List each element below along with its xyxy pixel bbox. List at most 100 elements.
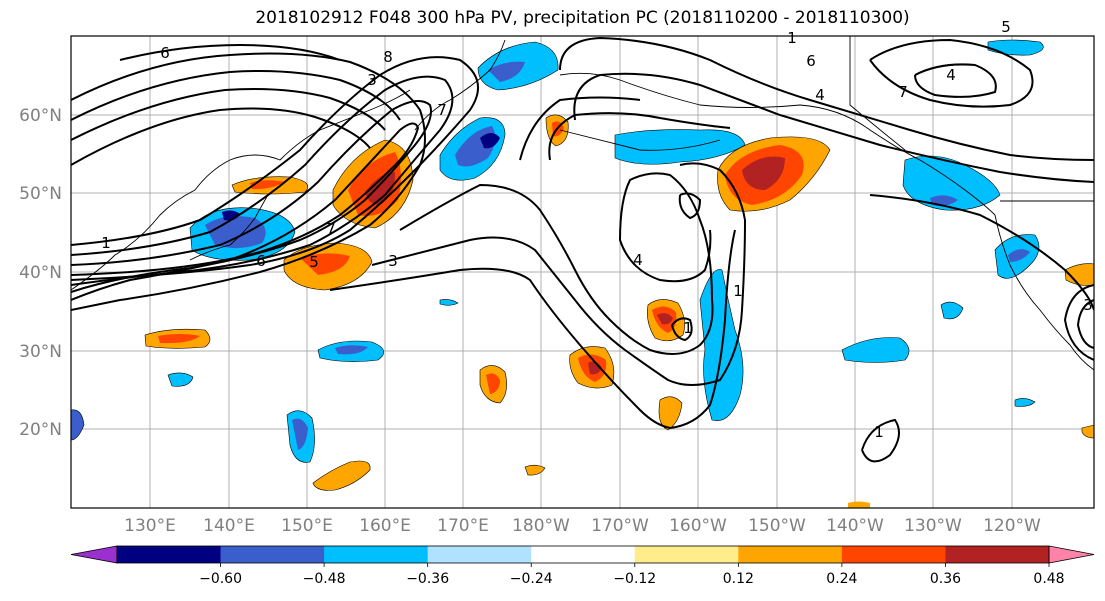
pv-contour-trough-2 — [371, 162, 747, 386]
pv-contour-alaska-2 — [914, 63, 997, 98]
pv-contour-label: 7 — [437, 101, 447, 119]
colorbar-segment — [220, 546, 325, 563]
pv-contours — [71, 36, 1094, 463]
colorbar-segment — [634, 546, 739, 563]
colorbar-tick-label: 0.12 — [723, 571, 754, 587]
pv-contour-label: 1 — [101, 234, 111, 252]
lat-label: 20°N — [19, 420, 62, 440]
pv-contour-7 — [71, 88, 386, 141]
pv-contour-alaska — [869, 38, 1034, 108]
pv-contour-ridge-3 — [548, 112, 731, 161]
coastlines — [71, 36, 1094, 371]
neg-area-california-core — [1008, 249, 1030, 262]
border-alaska-canada — [849, 36, 906, 151]
pv-contour-9 — [119, 43, 341, 61]
pv-contour-label: 7 — [898, 83, 908, 101]
lon-label: 130°E — [124, 516, 176, 536]
neg-area-bering-core — [488, 61, 525, 82]
lon-label: 160°E — [359, 516, 411, 536]
coast-alaska — [559, 72, 996, 216]
neg-area-mid-pacific-w-core — [335, 345, 368, 355]
lon-label: 170°W — [591, 516, 649, 536]
neg-area-small-2 — [940, 301, 964, 320]
pos-area-subtrop-3-core — [158, 334, 200, 344]
colorbar-border — [116, 545, 1050, 564]
pv-contour-4 — [71, 122, 420, 301]
neg-area-east-pacific — [841, 337, 910, 363]
lat-label: 30°N — [19, 342, 62, 362]
colorbar-tick-label: −0.24 — [510, 571, 553, 587]
pv-contour-label: 4 — [815, 86, 825, 104]
colorbar-segment — [427, 546, 532, 563]
pv-contour-trough — [399, 172, 714, 355]
colorbar-segment — [841, 546, 946, 563]
pv-contour-label: 3 — [1083, 296, 1093, 314]
pv-contour-label: 6 — [256, 252, 266, 270]
pv-contour-label: 3 — [367, 71, 377, 89]
coast-asia — [71, 89, 411, 291]
colorbar-tick-label: −0.60 — [199, 571, 242, 587]
pv-contour-label: 6 — [160, 44, 170, 62]
colorbar-segment — [945, 546, 1050, 563]
pv-contour-label: 7 — [326, 220, 336, 238]
colorbar-segment — [738, 546, 843, 563]
pv-contour-east-3 — [1076, 299, 1094, 349]
colorbar-segment — [531, 546, 636, 563]
lat-label: 40°N — [19, 263, 62, 283]
coast-aleutians — [559, 129, 721, 151]
colorbar-tick-label: 0.48 — [1033, 571, 1064, 587]
longitude-labels: 130°E 140°E 150°E 160°E 170°E 180°W 170°W 160°W… — [124, 516, 1041, 536]
pv-contour-label: 1 — [683, 319, 693, 337]
pv-contour-ridge — [559, 36, 1094, 161]
lon-label: 130°W — [904, 516, 962, 536]
lat-label: 60°N — [19, 106, 62, 126]
colorbar-tick-label: 0.24 — [826, 571, 857, 587]
pv-contour-label: 5 — [309, 253, 319, 271]
lon-label: 180°W — [512, 516, 570, 536]
pv-contour-label: 5 — [1001, 18, 1011, 36]
colorbar-segment — [324, 546, 429, 563]
latitude-labels: 60°N 50°N 40°N 30°N 20°N — [19, 106, 62, 440]
pv-contour-label: 1 — [874, 423, 884, 441]
neg-area-tropics-w-core — [292, 418, 308, 450]
colorbar-extend-min — [70, 545, 118, 564]
lon-label: 150°E — [281, 516, 333, 536]
pv-contour-label: 1 — [787, 29, 797, 47]
colorbar-tick-label: −0.36 — [406, 571, 449, 587]
coast-na-west — [994, 214, 1094, 371]
chart-title: 2018102912 F048 300 hPa PV, precipitatio… — [255, 8, 910, 28]
pv-contour-label: 3 — [388, 252, 398, 270]
colorbar: −0.60 −0.48 −0.36 −0.24 −0.12 0.12 0.24 0.36 0.4… — [70, 545, 1095, 587]
pv-contour-2 — [71, 75, 454, 286]
pv-contour-small-south — [861, 418, 900, 463]
pv-contour-label: 6 — [806, 52, 816, 70]
pv-contour-label: 8 — [383, 48, 393, 66]
pv-contour-small-upper — [678, 192, 702, 220]
pos-area-sw-of-jet-core — [300, 253, 350, 275]
pos-area-subtrop-5 — [658, 396, 683, 431]
pv-contour-label: 4 — [633, 251, 643, 269]
pv-contour-label: 1 — [733, 282, 743, 300]
neg-area-small-4 — [439, 299, 459, 306]
pos-area-subtrop-2-core — [486, 373, 500, 394]
pv-contour-label: 4 — [946, 66, 956, 84]
lon-label: 140°E — [203, 516, 255, 536]
pv-contour-1 — [71, 56, 479, 281]
pv-contour-small-trough — [671, 317, 693, 342]
pos-area-subtrop-1-max — [588, 361, 602, 375]
neg-area-bc-coast-core — [930, 195, 958, 206]
lon-label: 120°W — [983, 516, 1041, 536]
coast-japan — [189, 194, 269, 261]
neg-area-bc-coast — [902, 155, 1001, 211]
pv-contour-6 — [71, 70, 401, 121]
colorbar-tick-label: −0.12 — [613, 571, 656, 587]
pv-contour-ridge-4 — [519, 96, 641, 161]
pv-contour-east-2 — [1063, 284, 1094, 361]
pv-contour-ridge-2 — [573, 72, 1094, 183]
neg-area-kamchatka-max — [480, 133, 500, 149]
pos-area-trough-max — [657, 313, 673, 325]
map-frame — [70, 35, 1095, 509]
colorbar-tick-label: −0.48 — [303, 571, 346, 587]
pv-contour-trough-3 — [329, 229, 736, 430]
